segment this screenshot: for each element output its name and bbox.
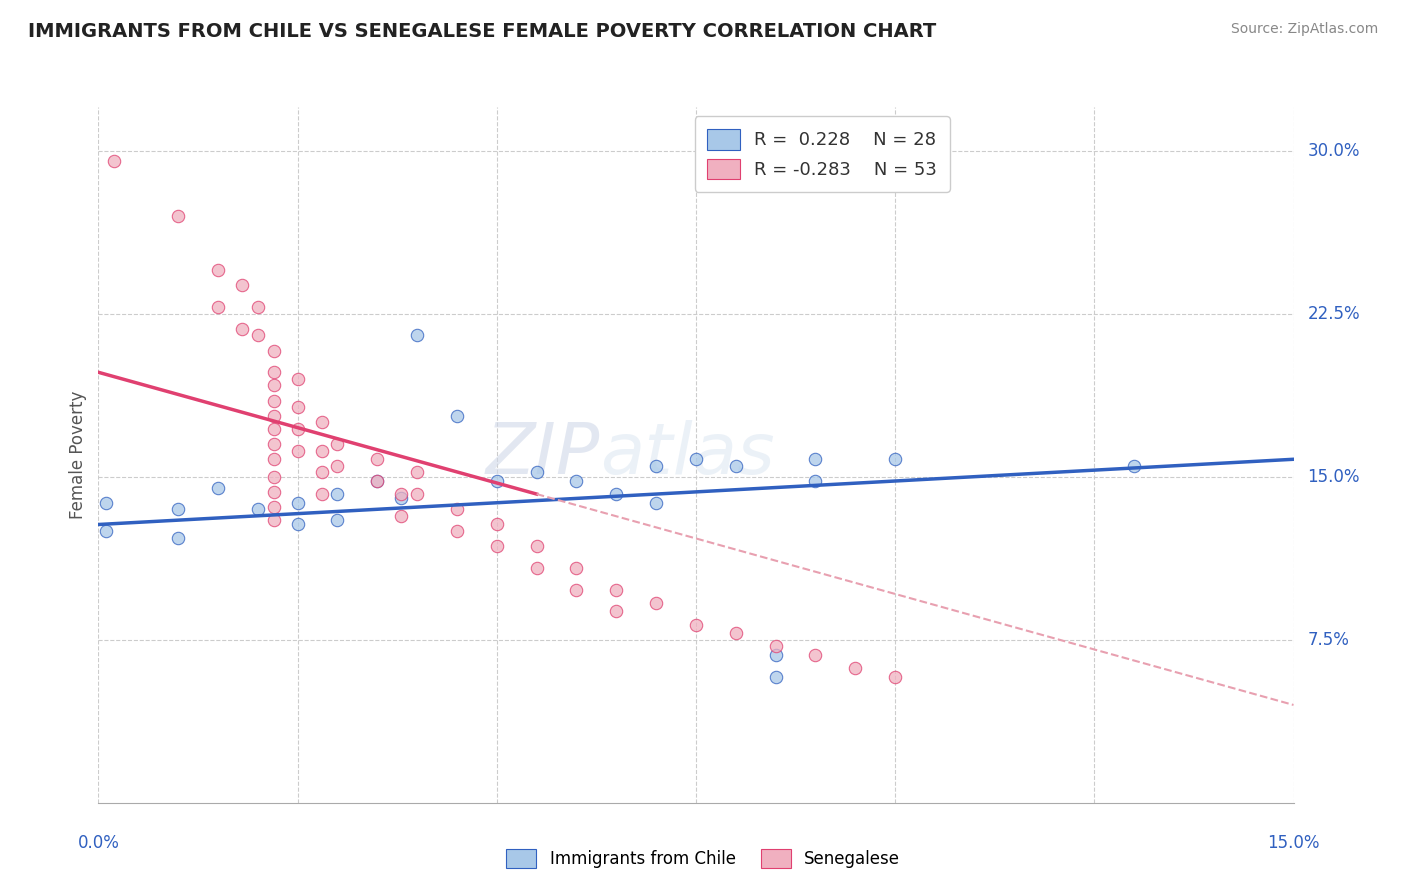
Point xyxy=(311,415,333,429)
Point xyxy=(765,648,787,662)
Point xyxy=(485,517,508,532)
Point xyxy=(246,502,269,516)
Point xyxy=(884,452,907,467)
Point xyxy=(263,365,285,379)
Point xyxy=(231,278,253,293)
Text: IMMIGRANTS FROM CHILE VS SENEGALESE FEMALE POVERTY CORRELATION CHART: IMMIGRANTS FROM CHILE VS SENEGALESE FEMA… xyxy=(28,22,936,41)
Point xyxy=(167,502,190,516)
Point xyxy=(605,487,627,501)
Point xyxy=(406,328,429,343)
Point xyxy=(263,343,285,358)
Text: 15.0%: 15.0% xyxy=(1308,467,1360,485)
Point xyxy=(263,437,285,451)
Point xyxy=(326,487,349,501)
Point xyxy=(565,474,588,488)
Point xyxy=(366,452,388,467)
Text: 22.5%: 22.5% xyxy=(1308,304,1360,323)
Point xyxy=(167,209,190,223)
Text: atlas: atlas xyxy=(600,420,775,490)
Point xyxy=(326,437,349,451)
Point xyxy=(526,561,548,575)
Text: 30.0%: 30.0% xyxy=(1308,142,1360,160)
Point xyxy=(804,474,827,488)
Point xyxy=(311,443,333,458)
Point xyxy=(263,500,285,514)
Point xyxy=(645,496,668,510)
Point xyxy=(1123,458,1146,473)
Point xyxy=(167,531,190,545)
Text: ZIP: ZIP xyxy=(486,420,600,490)
Point xyxy=(263,409,285,423)
Point xyxy=(765,639,787,653)
Point xyxy=(645,596,668,610)
Point xyxy=(287,400,309,414)
Point xyxy=(96,524,118,538)
Point xyxy=(526,539,548,553)
Point xyxy=(263,422,285,436)
Text: 0.0%: 0.0% xyxy=(77,834,120,852)
Point xyxy=(326,458,349,473)
Point xyxy=(724,626,747,640)
Point xyxy=(765,670,787,684)
Point xyxy=(389,508,412,523)
Point xyxy=(605,605,627,619)
Point xyxy=(446,524,468,538)
Point xyxy=(366,474,388,488)
Point xyxy=(287,496,309,510)
Point xyxy=(804,452,827,467)
Point xyxy=(311,466,333,480)
Point xyxy=(844,661,866,675)
Y-axis label: Female Poverty: Female Poverty xyxy=(69,391,87,519)
Point xyxy=(406,466,429,480)
Point xyxy=(311,487,333,501)
Point xyxy=(485,539,508,553)
Point xyxy=(207,300,229,314)
Point xyxy=(389,487,412,501)
Text: 7.5%: 7.5% xyxy=(1308,631,1350,648)
Point xyxy=(884,670,907,684)
Point xyxy=(207,263,229,277)
Point xyxy=(287,443,309,458)
Point xyxy=(263,513,285,527)
Point xyxy=(263,393,285,408)
Point xyxy=(565,561,588,575)
Point xyxy=(246,328,269,343)
Point xyxy=(389,491,412,506)
Point xyxy=(207,481,229,495)
Point xyxy=(685,452,707,467)
Point xyxy=(366,474,388,488)
Point xyxy=(103,154,125,169)
Point xyxy=(565,582,588,597)
Point xyxy=(605,582,627,597)
Point xyxy=(446,502,468,516)
Point xyxy=(263,452,285,467)
Point xyxy=(287,372,309,386)
Text: 15.0%: 15.0% xyxy=(1267,834,1320,852)
Point xyxy=(485,474,508,488)
Point xyxy=(804,648,827,662)
Point xyxy=(263,469,285,483)
Point xyxy=(406,487,429,501)
Point xyxy=(526,466,548,480)
Point xyxy=(287,422,309,436)
Text: Source: ZipAtlas.com: Source: ZipAtlas.com xyxy=(1230,22,1378,37)
Legend: Immigrants from Chile, Senegalese: Immigrants from Chile, Senegalese xyxy=(499,842,907,875)
Point xyxy=(263,484,285,499)
Point xyxy=(96,496,118,510)
Point xyxy=(446,409,468,423)
Point xyxy=(287,517,309,532)
Point xyxy=(724,458,747,473)
Point xyxy=(645,458,668,473)
Point xyxy=(263,378,285,392)
Point xyxy=(246,300,269,314)
Point xyxy=(231,322,253,336)
Point xyxy=(685,617,707,632)
Legend: R =  0.228    N = 28, R = -0.283    N = 53: R = 0.228 N = 28, R = -0.283 N = 53 xyxy=(695,116,950,192)
Point xyxy=(326,513,349,527)
